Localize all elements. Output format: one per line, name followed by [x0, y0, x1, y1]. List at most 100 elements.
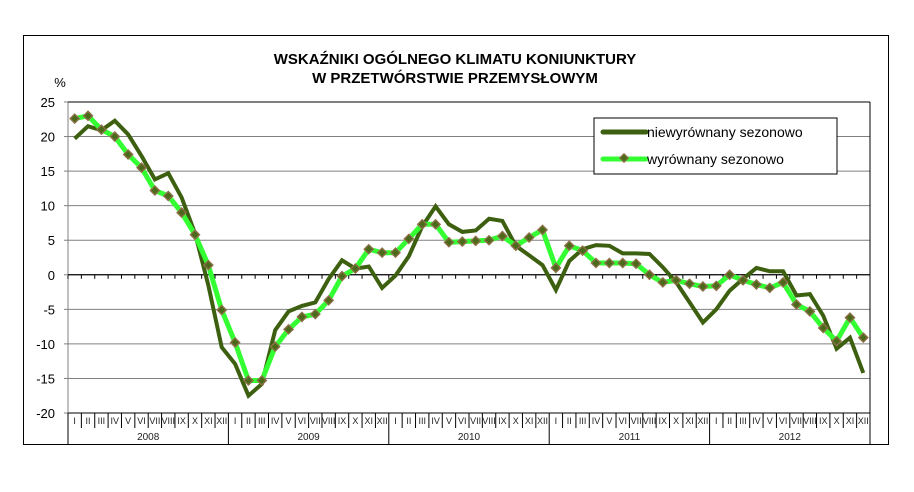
x-year-label: 2008 — [137, 432, 160, 443]
data-series — [69, 110, 869, 400]
data-point-marker — [724, 269, 736, 281]
x-month-label: VIII — [482, 416, 496, 426]
data-point-marker — [430, 218, 442, 230]
data-point-marker — [617, 257, 629, 269]
x-month-label: III — [98, 416, 106, 426]
x-month-label: I — [73, 416, 76, 426]
y-tick-label: 15 — [41, 164, 55, 179]
chart-frame: WSKAŹNIKI OGÓLNEGO KLIMATU KONIUNKTURY W… — [23, 35, 889, 445]
x-month-label: II — [406, 416, 411, 426]
data-point-marker — [710, 280, 722, 292]
x-month-label: V — [446, 416, 452, 426]
x-month-label: IV — [592, 416, 601, 426]
x-month-label: V — [125, 416, 131, 426]
data-point-marker — [831, 335, 843, 347]
x-month-label: XI — [364, 416, 373, 426]
x-month-label: V — [606, 416, 612, 426]
legend-adjusted-marker-diamond-icon — [618, 152, 630, 164]
data-point-marker — [483, 234, 495, 246]
y-tick-label: 25 — [41, 95, 55, 110]
x-month-label: IX — [177, 416, 186, 426]
x-month-label: IV — [111, 416, 120, 426]
x-month-label: IV — [752, 416, 761, 426]
data-point-marker — [256, 375, 268, 387]
data-point-marker — [189, 229, 201, 241]
x-month-label: VII — [470, 416, 481, 426]
data-point-marker — [202, 259, 214, 271]
data-point-marker — [537, 224, 549, 236]
y-tick-label: -15 — [36, 371, 55, 386]
chart-title-line-2: W PRZETWÓRSTWIE PRZEMYSŁOWYM — [312, 69, 598, 87]
x-month-label: VIII — [803, 416, 817, 426]
x-month-label: I — [715, 416, 718, 426]
y-axis-unit-label: % — [54, 75, 66, 90]
x-month-label: I — [394, 416, 397, 426]
x-month-label: IX — [659, 416, 668, 426]
data-point-marker — [630, 258, 642, 270]
data-point-marker — [109, 131, 121, 143]
data-point-marker — [750, 278, 762, 290]
x-month-label: VI — [137, 416, 146, 426]
y-tick-label: 10 — [41, 199, 55, 214]
x-year-label: 2011 — [619, 432, 641, 443]
x-month-label: III — [579, 416, 587, 426]
x-month-label: XII — [377, 416, 388, 426]
x-month-label: XI — [685, 416, 694, 426]
x-month-label: X — [513, 416, 519, 426]
data-point-marker — [69, 113, 81, 125]
x-axis-category-labels: I II III IV V VI VII VIII IX X XI XII I II III IV V VI VII… — [67, 102, 871, 445]
data-point-marker — [82, 110, 94, 122]
x-month-label: VII — [631, 416, 642, 426]
x-month-label: VI — [458, 416, 467, 426]
x-month-label: II — [567, 416, 572, 426]
x-month-label: VII — [149, 416, 160, 426]
y-tick-label: -10 — [36, 337, 55, 352]
data-point-marker — [470, 235, 482, 247]
data-point-marker — [563, 240, 575, 252]
data-point-marker — [657, 276, 669, 288]
x-month-label: X — [192, 416, 198, 426]
data-point-marker — [283, 323, 295, 335]
x-month-label: VIII — [161, 416, 175, 426]
x-month-label: XI — [525, 416, 534, 426]
data-point-marker — [389, 247, 401, 259]
data-point-marker — [804, 305, 816, 317]
data-point-marker — [523, 231, 535, 243]
data-point-marker — [376, 247, 388, 259]
data-point-marker — [737, 274, 749, 286]
data-point-marker — [550, 262, 562, 274]
chart-title-line-1: WSKAŹNIKI OGÓLNEGO KLIMATU KONIUNKTURY — [274, 50, 636, 68]
data-point-marker — [323, 294, 335, 306]
data-point-marker — [590, 257, 602, 269]
x-month-label: III — [739, 416, 747, 426]
data-point-marker — [764, 282, 776, 294]
data-point-marker — [216, 304, 228, 316]
x-month-label: I — [555, 416, 558, 426]
y-tick-label: -5 — [43, 302, 55, 317]
series-line-unadjusted — [73, 118, 866, 400]
data-point-marker — [122, 149, 134, 161]
x-month-label: XII — [697, 416, 708, 426]
data-point-marker — [149, 184, 161, 196]
x-month-label: VIII — [643, 416, 657, 426]
data-point-marker — [176, 207, 188, 219]
y-tick-label: 20 — [41, 130, 55, 145]
data-point-marker — [790, 298, 802, 311]
x-month-label: IV — [431, 416, 440, 426]
x-month-label: I — [234, 416, 237, 426]
x-month-label: X — [834, 416, 840, 426]
data-point-marker — [416, 218, 428, 230]
x-year-label: 2012 — [779, 432, 802, 443]
data-point-marker — [817, 322, 829, 334]
x-month-label: II — [727, 416, 732, 426]
y-tick-label: 5 — [48, 233, 55, 248]
data-point-marker — [777, 276, 789, 288]
legend: niewyrównany sezonowo wyrównany sezonowo — [593, 117, 838, 175]
legend-box — [593, 117, 838, 175]
x-month-label: XI — [846, 416, 855, 426]
data-point-marker — [844, 312, 856, 324]
x-month-label: IX — [338, 416, 347, 426]
x-year-label: 2010 — [458, 432, 481, 443]
x-month-label: II — [246, 416, 251, 426]
data-point-marker — [684, 278, 696, 290]
